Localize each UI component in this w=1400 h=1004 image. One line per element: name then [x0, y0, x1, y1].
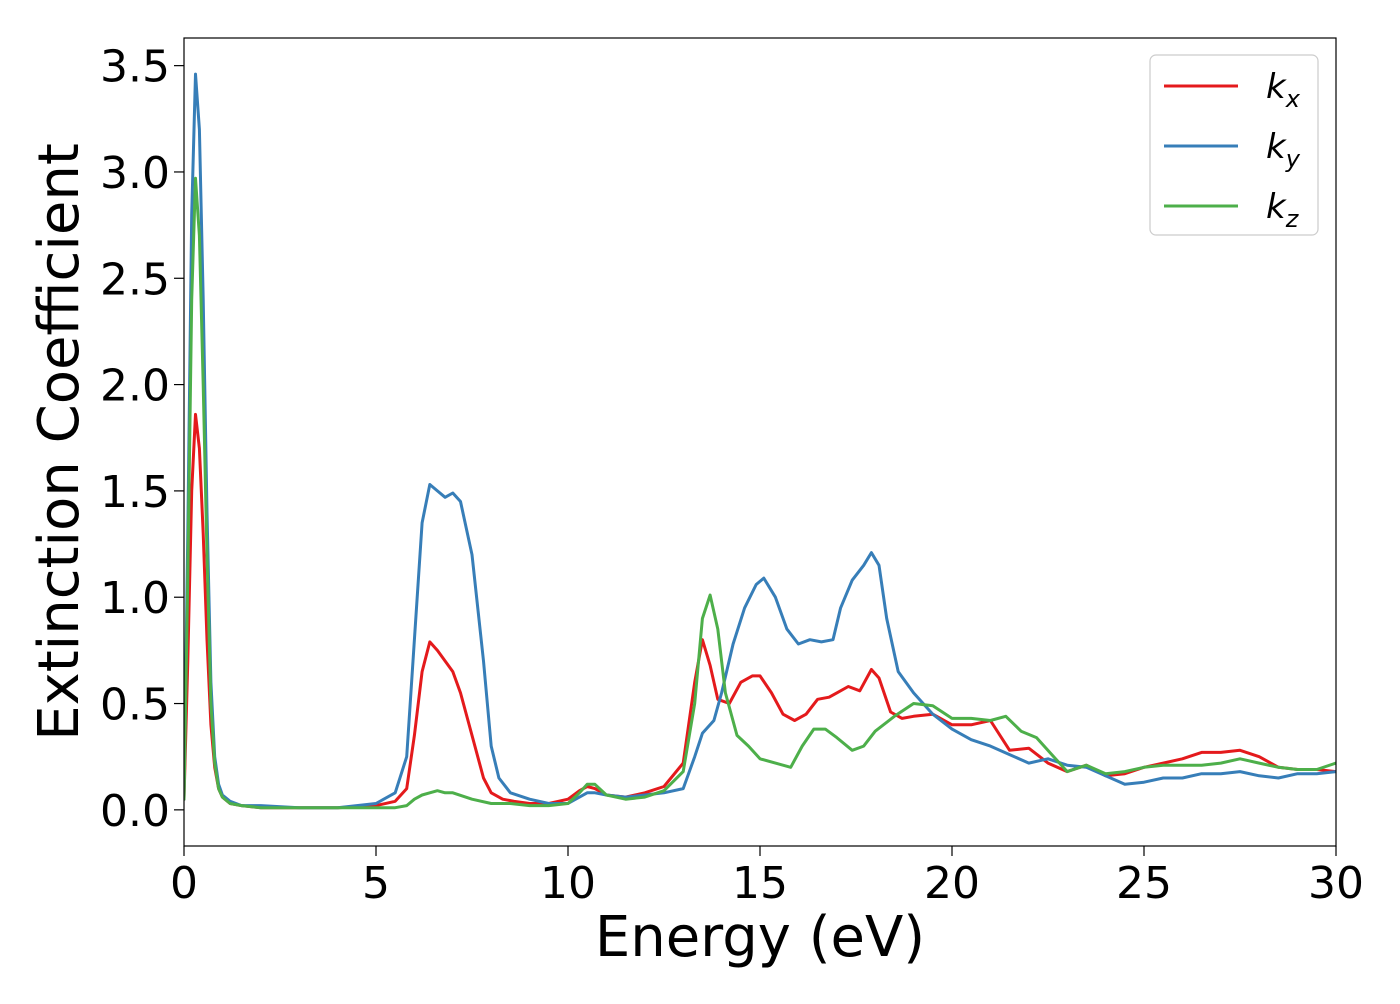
- y-tick-label: 2.0: [100, 361, 170, 412]
- x-tick-label: 30: [1308, 858, 1364, 909]
- series-line-kx: [184, 412, 1336, 810]
- x-axis-ticks: 0 5 10 15 20 25 30: [170, 846, 1364, 909]
- x-axis-title: Energy (eV): [595, 905, 925, 970]
- y-tick-label: 2.5: [100, 254, 170, 305]
- y-axis-title: Extinction Coefficient: [27, 143, 92, 741]
- x-tick-label: 20: [924, 858, 980, 909]
- y-tick-label: 1.0: [100, 573, 170, 624]
- y-tick-label: 0.0: [100, 786, 170, 837]
- y-tick-label: 1.5: [100, 467, 170, 518]
- y-axis-ticks: 0.0 0.5 1.0 1.5 2.0 2.5 3.0 3.5: [100, 42, 184, 837]
- x-tick-label: 5: [362, 858, 390, 909]
- x-tick-label: 25: [1116, 858, 1172, 909]
- x-tick-label: 10: [540, 858, 596, 909]
- y-tick-label: 3.0: [100, 148, 170, 199]
- series-line-kz: [184, 176, 1336, 810]
- x-tick-label: 0: [170, 858, 198, 909]
- y-tick-label: 0.5: [100, 680, 170, 731]
- series-layer: [184, 72, 1336, 810]
- y-tick-label: 3.5: [100, 42, 170, 93]
- x-tick-label: 15: [732, 858, 788, 909]
